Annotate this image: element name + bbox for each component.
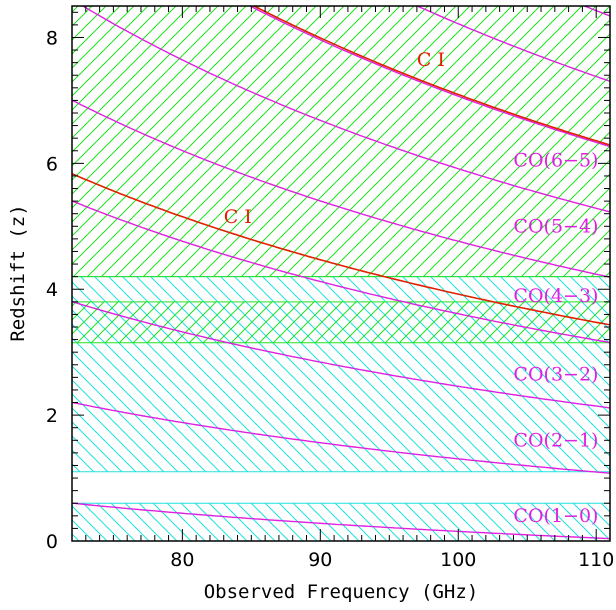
x-tick-label: 110 (578, 549, 614, 571)
series-line-5 (81, 6, 610, 213)
hatched-bands (72, 6, 610, 541)
tick-labels: 80 90 100 110 0 2 4 6 8 (46, 27, 614, 571)
plot-frame (71, 5, 611, 542)
series-line-4 (72, 99, 610, 278)
series-line-10 (252, 6, 610, 146)
series-line-6 (248, 6, 610, 148)
x-axis-title: Observed Frequency (GHz) (204, 581, 479, 603)
line-label-1: C I (417, 49, 445, 71)
hatch-band-2 (72, 301, 610, 343)
x-tick-label: 100 (440, 549, 476, 571)
line-label-6: CO(2−1) (513, 430, 598, 452)
y-tick-label: 2 (46, 405, 58, 427)
line-labels: C I C I CO(6−5) CO(5−4) CO(4−3) CO(3−2) CO(2−1… (224, 49, 599, 527)
y-tick-label: 4 (46, 279, 58, 301)
line-label-0: C I (224, 206, 252, 228)
y-axis-title: Redshift (z) (7, 204, 29, 341)
y-tick-label: 0 (46, 531, 58, 553)
series-line-2 (72, 300, 610, 409)
series-line-3 (72, 200, 610, 344)
y-tick-label: 8 (46, 27, 58, 49)
line-label-3: CO(5−4) (513, 216, 598, 238)
line-label-2: CO(6−5) (513, 150, 598, 172)
line-label-5: CO(3−2) (513, 364, 598, 386)
series-line-0 (72, 502, 610, 540)
series-lines (72, 6, 610, 540)
axis-ticks (71, 6, 611, 542)
series-line-9 (72, 172, 610, 326)
series-line-1 (72, 401, 610, 474)
x-tick-label: 80 (170, 549, 194, 571)
line-label-4: CO(4−3) (513, 285, 598, 307)
series-line-7 (415, 6, 610, 82)
y-tick-label: 6 (46, 153, 58, 175)
line-label-7: CO(1−0) (513, 505, 598, 527)
x-tick-label: 90 (308, 549, 332, 571)
